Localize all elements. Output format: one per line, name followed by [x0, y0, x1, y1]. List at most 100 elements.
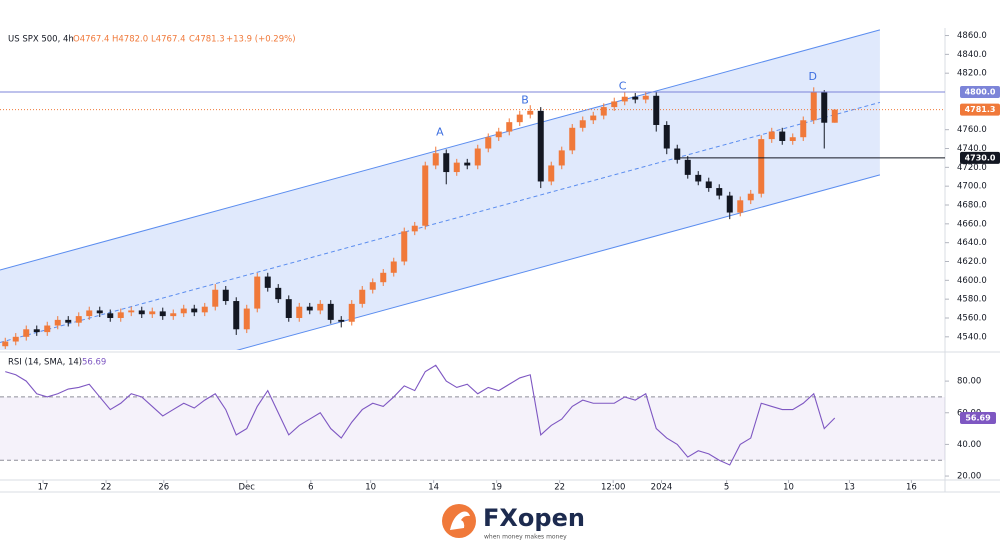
candle-body	[810, 92, 817, 121]
candle-body	[495, 131, 502, 138]
candle-body	[296, 306, 303, 318]
x-tick-label: 16	[906, 483, 917, 493]
channel-middle	[0, 101, 881, 343]
candle-body	[33, 329, 40, 333]
candle-body	[128, 310, 135, 313]
candle-body	[663, 124, 670, 149]
ohlc-close: C4781.3	[189, 35, 225, 45]
y-tick-label: 4560.0	[957, 313, 987, 323]
logo: FXopen when money makes money	[442, 504, 585, 541]
y-tick-label: 4600.0	[957, 276, 987, 286]
candle-body	[737, 200, 744, 213]
candle-body	[548, 165, 555, 182]
candle-body	[674, 148, 681, 160]
rsi-line	[5, 364, 836, 466]
candle-body	[485, 137, 492, 149]
candle-body	[632, 96, 639, 100]
y-tick-label: 4720.0	[957, 163, 987, 173]
y-tick-label: 4740.0	[957, 144, 987, 154]
pattern-label: D	[808, 70, 816, 83]
rsi-value-label: 56.69	[965, 413, 991, 422]
y-tick-label: 4660.0	[957, 219, 987, 229]
candle-body	[758, 139, 765, 194]
candle-body	[768, 131, 775, 140]
x-tick-label: 17	[38, 483, 49, 493]
candle-body	[705, 181, 712, 189]
candle-body	[180, 308, 187, 314]
candle-body	[107, 313, 114, 318]
candle-body	[317, 303, 324, 311]
candle-body	[747, 193, 754, 201]
y-tick-label: 4580.0	[957, 295, 987, 305]
x-tick-label: 22	[554, 483, 565, 493]
candle-body	[527, 110, 534, 115]
candle-body	[138, 310, 145, 315]
x-tick-label: 19	[491, 483, 502, 493]
candle-body	[621, 96, 628, 102]
rsi-value-box	[960, 411, 996, 424]
price-line-box	[960, 86, 1000, 99]
candle-body	[411, 225, 418, 232]
candle-body	[789, 137, 796, 141]
y-tick-label: 4820.0	[957, 69, 987, 79]
rsi-band-fill	[0, 396, 945, 461]
candle-body	[684, 159, 691, 175]
candle-body	[23, 329, 30, 337]
x-tick-label: Dec	[239, 483, 256, 493]
candle-body	[306, 306, 313, 311]
candle-body	[558, 150, 565, 166]
candle-body	[516, 114, 523, 123]
candle-body	[233, 301, 240, 330]
plot-layer: 4860.0 4840.0 4820.0 4760.0 4740.0 4720.0 4700…	[0, 29, 1000, 493]
candle-body	[474, 148, 481, 166]
candle-body	[537, 110, 544, 182]
candle-body	[800, 120, 807, 138]
candle-body	[653, 95, 660, 125]
candle-body	[170, 313, 177, 317]
candle-body	[327, 303, 334, 320]
candle-body	[2, 341, 9, 347]
rsi-y-tick-label: 20.00	[957, 472, 981, 482]
candle-body	[54, 319, 61, 326]
candle-body	[642, 95, 649, 100]
candle-body	[422, 165, 429, 226]
x-tick-label: 2024	[651, 483, 673, 493]
candle-body	[369, 282, 376, 290]
candle-body	[390, 261, 397, 273]
candle-body	[212, 289, 219, 307]
price-line-box	[960, 151, 1000, 164]
x-tick-label: 10	[365, 483, 376, 493]
x-tick-label: 12:00	[601, 483, 626, 493]
candle-body	[149, 311, 156, 315]
channel-upper	[0, 29, 881, 271]
header: US SPX 500, 4h O4767.4 H4782.0 L4767.4 C…	[8, 35, 296, 368]
tagline: when money makes money	[484, 534, 567, 541]
candle-body	[191, 308, 198, 313]
current-price-box	[960, 103, 1000, 116]
y-tick-label: 4840.0	[957, 50, 987, 60]
rsi-y-tick-label: 40.00	[957, 440, 981, 450]
channel-lower	[236, 174, 881, 350]
candle-body	[443, 153, 450, 173]
candle-body	[432, 153, 439, 166]
candle-body	[590, 115, 597, 121]
y-tick-label: 4760.0	[957, 125, 987, 135]
candle-body	[75, 316, 82, 323]
ohlc-change: +13.9 (+0.29%)	[226, 35, 296, 45]
x-tick-label: 5	[724, 483, 729, 493]
candle-body	[359, 289, 366, 304]
candle-body	[695, 174, 702, 182]
candle-body	[254, 276, 261, 309]
candle-body	[579, 120, 586, 128]
candle-body	[569, 127, 576, 151]
ohlc-high: H4782.0	[112, 35, 148, 45]
candle-body	[338, 319, 345, 322]
candle-body	[285, 299, 292, 318]
candle-body	[716, 188, 723, 196]
candle-body	[348, 303, 355, 322]
candle-body	[611, 101, 618, 108]
price-line-label: 4730.0	[965, 153, 996, 162]
candle-body	[264, 276, 271, 288]
y-tick-label: 4640.0	[957, 238, 987, 248]
